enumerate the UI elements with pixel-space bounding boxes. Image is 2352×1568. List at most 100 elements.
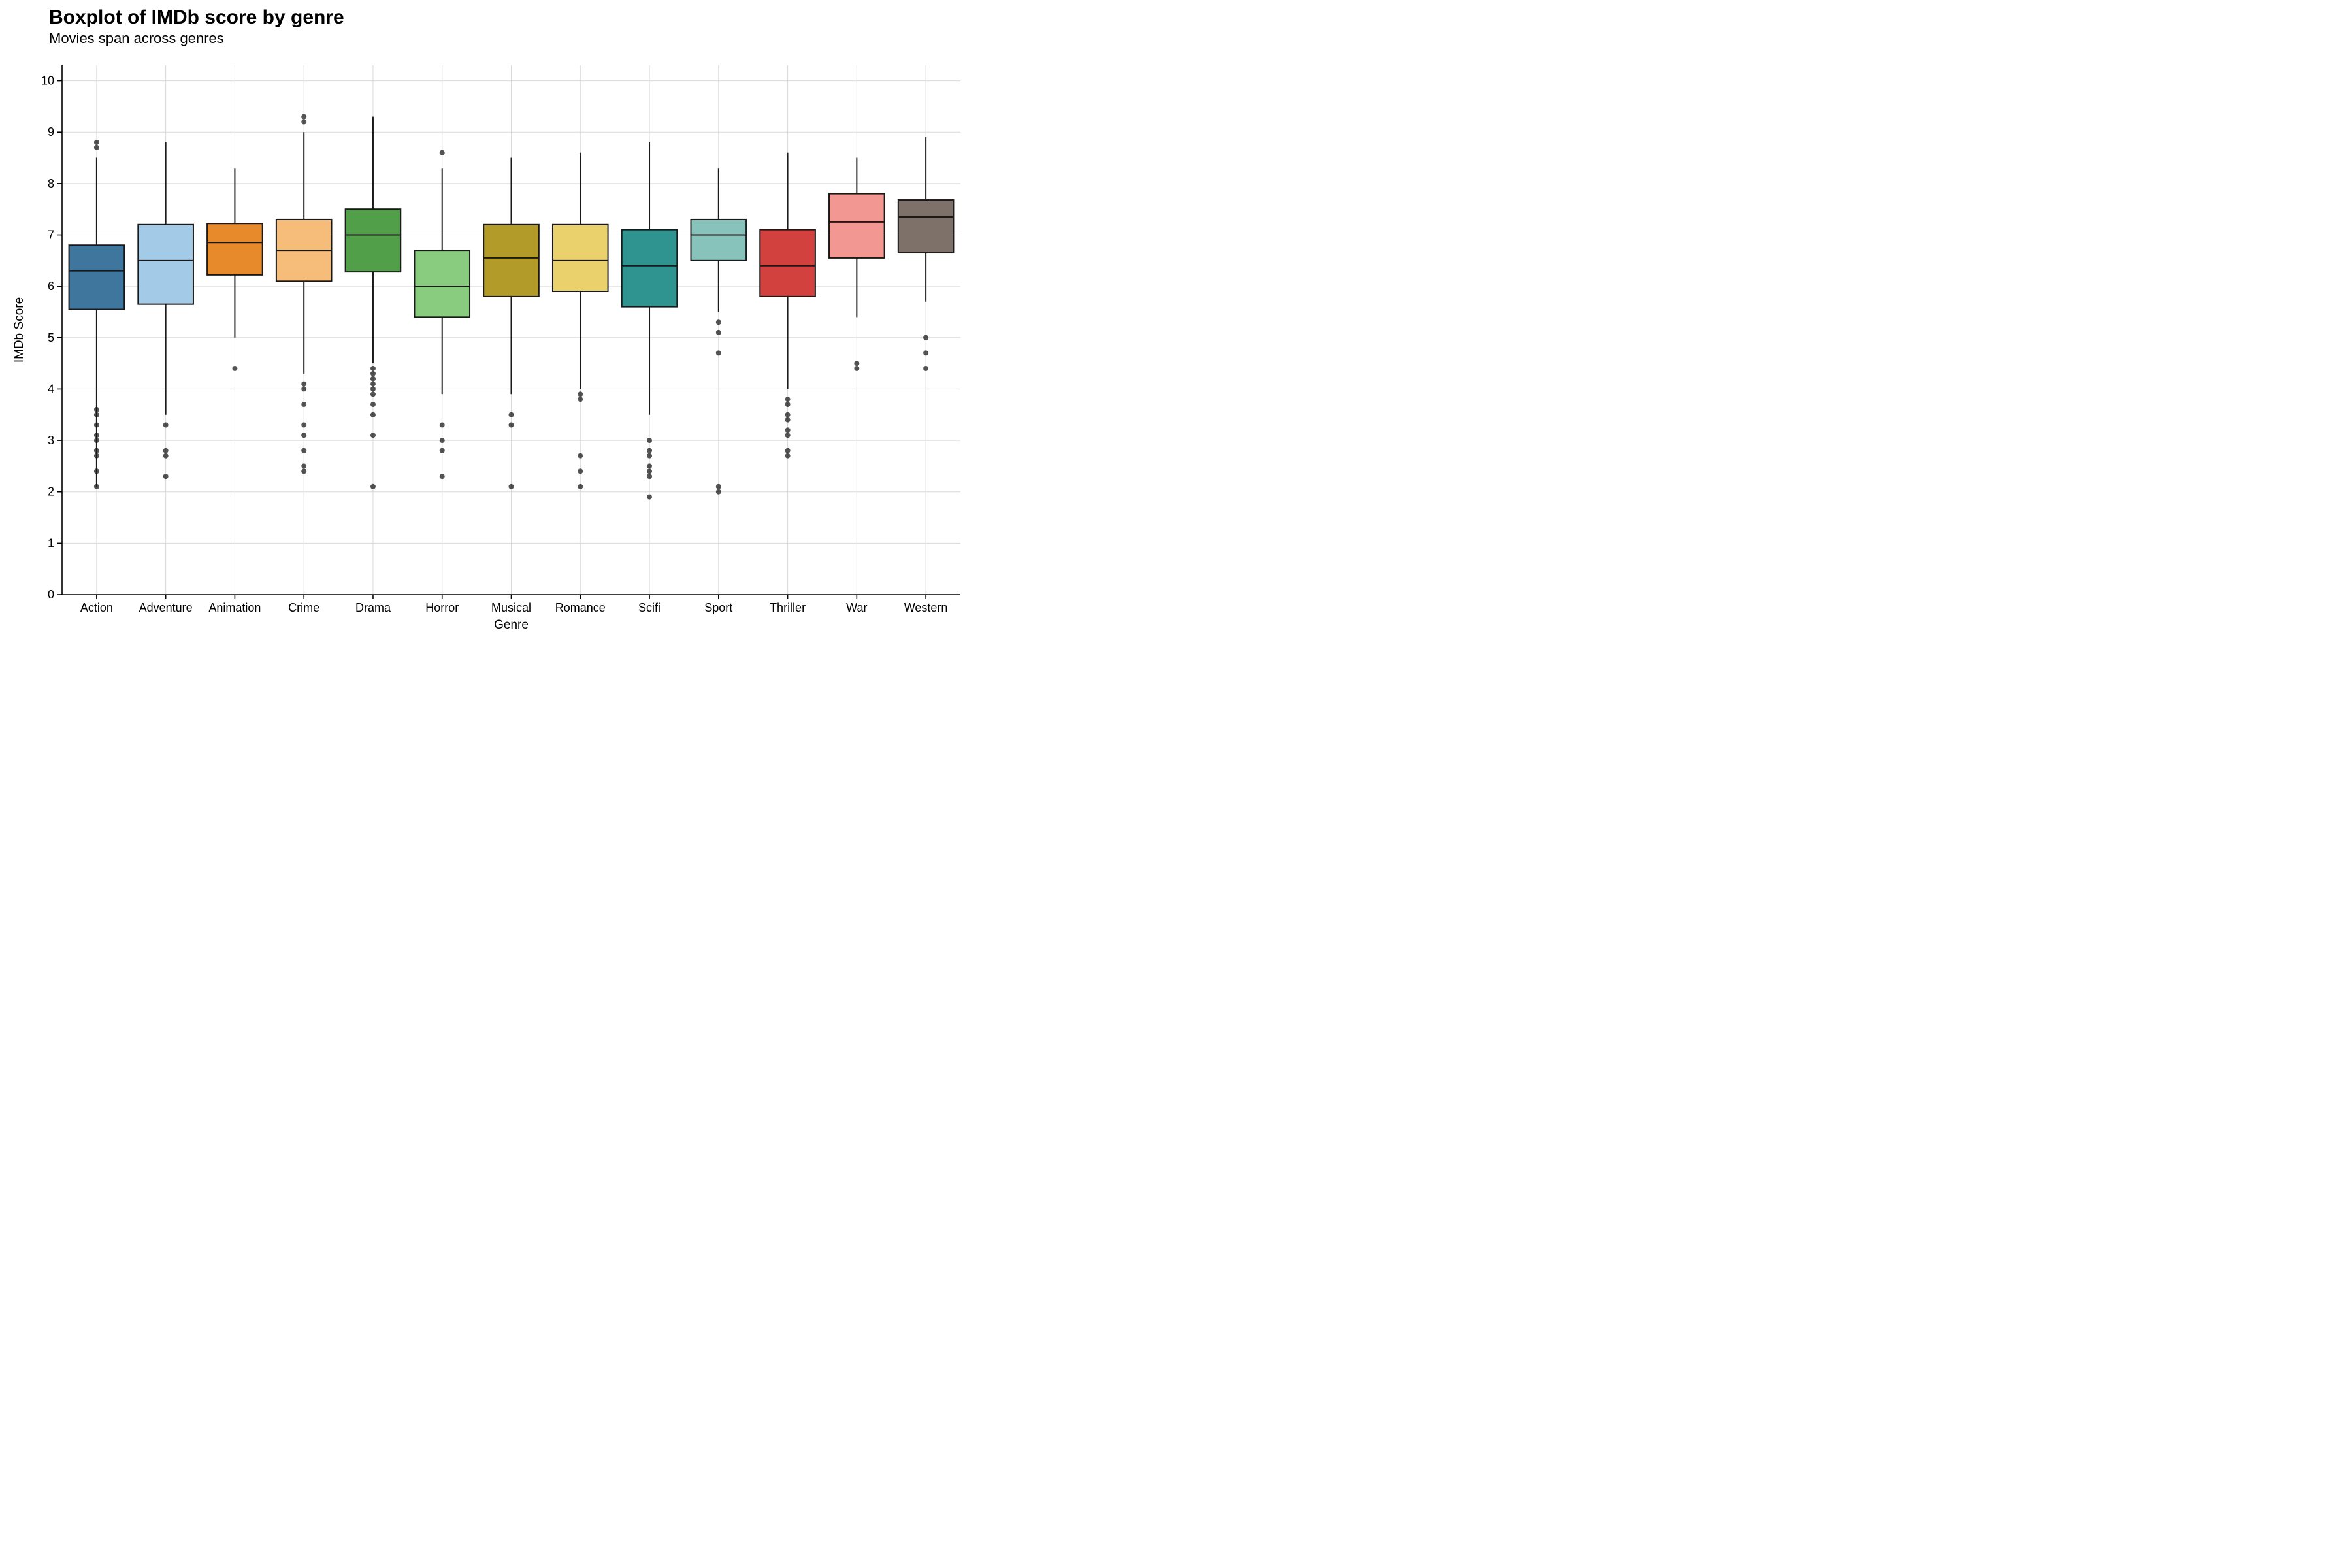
- outlier-point: [163, 453, 169, 459]
- outlier-point: [509, 422, 514, 427]
- box-rect: [207, 223, 263, 275]
- outlier-point: [94, 448, 99, 453]
- outlier-point: [509, 484, 514, 489]
- y-tick-label: 3: [48, 434, 54, 447]
- outlier-point: [163, 422, 169, 427]
- outlier-point: [509, 412, 514, 417]
- outlier-point: [785, 433, 791, 438]
- x-tick-label: Animation: [208, 601, 261, 614]
- outlier-point: [94, 438, 99, 443]
- outlier-point: [94, 422, 99, 427]
- outlier-point: [785, 417, 791, 423]
- box-rect: [898, 200, 954, 253]
- outlier-point: [578, 397, 583, 402]
- boxplot-chart: 012345678910ActionAdventureAnimationCrim…: [0, 0, 980, 653]
- y-axis-label: IMDb Score: [12, 297, 26, 363]
- outlier-point: [716, 330, 721, 335]
- outlier-point: [578, 468, 583, 474]
- outlier-point: [716, 484, 721, 489]
- x-tick-label: War: [846, 601, 867, 614]
- x-tick-label: Horror: [425, 601, 459, 614]
- outlier-point: [94, 433, 99, 438]
- outlier-point: [785, 453, 791, 459]
- box-rect: [138, 225, 193, 304]
- outlier-point: [301, 114, 306, 120]
- outlier-point: [716, 350, 721, 355]
- box-rect: [691, 220, 747, 261]
- outlier-point: [94, 412, 99, 417]
- box-rect: [622, 230, 678, 307]
- outlier-point: [370, 366, 376, 371]
- outlier-point: [923, 366, 928, 371]
- outlier-point: [370, 433, 376, 438]
- outlier-point: [716, 489, 721, 495]
- y-tick-label: 1: [48, 536, 54, 549]
- outlier-point: [301, 433, 306, 438]
- y-tick-label: 2: [48, 485, 54, 498]
- x-tick-label: Musical: [491, 601, 531, 614]
- outlier-point: [647, 468, 652, 474]
- x-tick-label: Adventure: [139, 601, 193, 614]
- outlier-point: [854, 361, 859, 366]
- y-tick-label: 6: [48, 280, 54, 293]
- outlier-point: [370, 484, 376, 489]
- box-rect: [346, 209, 401, 272]
- outlier-point: [163, 474, 169, 479]
- outlier-point: [647, 474, 652, 479]
- outlier-point: [301, 402, 306, 407]
- y-tick-label: 9: [48, 125, 54, 139]
- outlier-point: [578, 484, 583, 489]
- x-tick-label: Romance: [555, 601, 606, 614]
- box-rect: [553, 225, 608, 291]
- y-tick-label: 8: [48, 177, 54, 190]
- outlier-point: [94, 140, 99, 145]
- outlier-point: [94, 468, 99, 474]
- outlier-point: [232, 366, 237, 371]
- box-rect: [829, 194, 885, 258]
- outlier-point: [301, 463, 306, 468]
- outlier-point: [785, 412, 791, 417]
- x-tick-label: Drama: [355, 601, 391, 614]
- chart-subtitle: Movies span across genres: [49, 30, 224, 46]
- outlier-point: [647, 463, 652, 468]
- outlier-point: [370, 382, 376, 387]
- x-tick-label: Western: [904, 601, 948, 614]
- y-tick-label: 4: [48, 382, 54, 395]
- outlier-point: [440, 422, 445, 427]
- outlier-point: [94, 145, 99, 150]
- plot-background: [0, 0, 980, 653]
- outlier-point: [301, 468, 306, 474]
- x-tick-label: Action: [80, 601, 113, 614]
- outlier-point: [785, 448, 791, 453]
- outlier-point: [716, 319, 721, 325]
- box-rect: [483, 225, 539, 297]
- x-tick-label: Crime: [288, 601, 319, 614]
- chart-svg: 012345678910ActionAdventureAnimationCrim…: [0, 0, 980, 653]
- x-tick-label: Scifi: [638, 601, 661, 614]
- box-rect: [69, 245, 125, 309]
- x-tick-label: Sport: [704, 601, 732, 614]
- y-tick-label: 0: [48, 588, 54, 601]
- outlier-point: [440, 150, 445, 155]
- chart-title: Boxplot of IMDb score by genre: [49, 7, 344, 28]
- outlier-point: [370, 412, 376, 417]
- y-tick-label: 10: [41, 74, 54, 88]
- outlier-point: [301, 448, 306, 453]
- outlier-point: [370, 402, 376, 407]
- outlier-point: [440, 448, 445, 453]
- outlier-point: [923, 335, 928, 340]
- outlier-point: [647, 438, 652, 443]
- outlier-point: [440, 438, 445, 443]
- outlier-point: [370, 391, 376, 397]
- outlier-point: [578, 453, 583, 459]
- outlier-point: [301, 120, 306, 125]
- outlier-point: [440, 474, 445, 479]
- outlier-point: [94, 407, 99, 412]
- outlier-point: [370, 386, 376, 391]
- box-rect: [760, 230, 815, 297]
- outlier-point: [854, 366, 859, 371]
- outlier-point: [301, 386, 306, 391]
- outlier-point: [923, 350, 928, 355]
- outlier-point: [94, 484, 99, 489]
- outlier-point: [785, 427, 791, 433]
